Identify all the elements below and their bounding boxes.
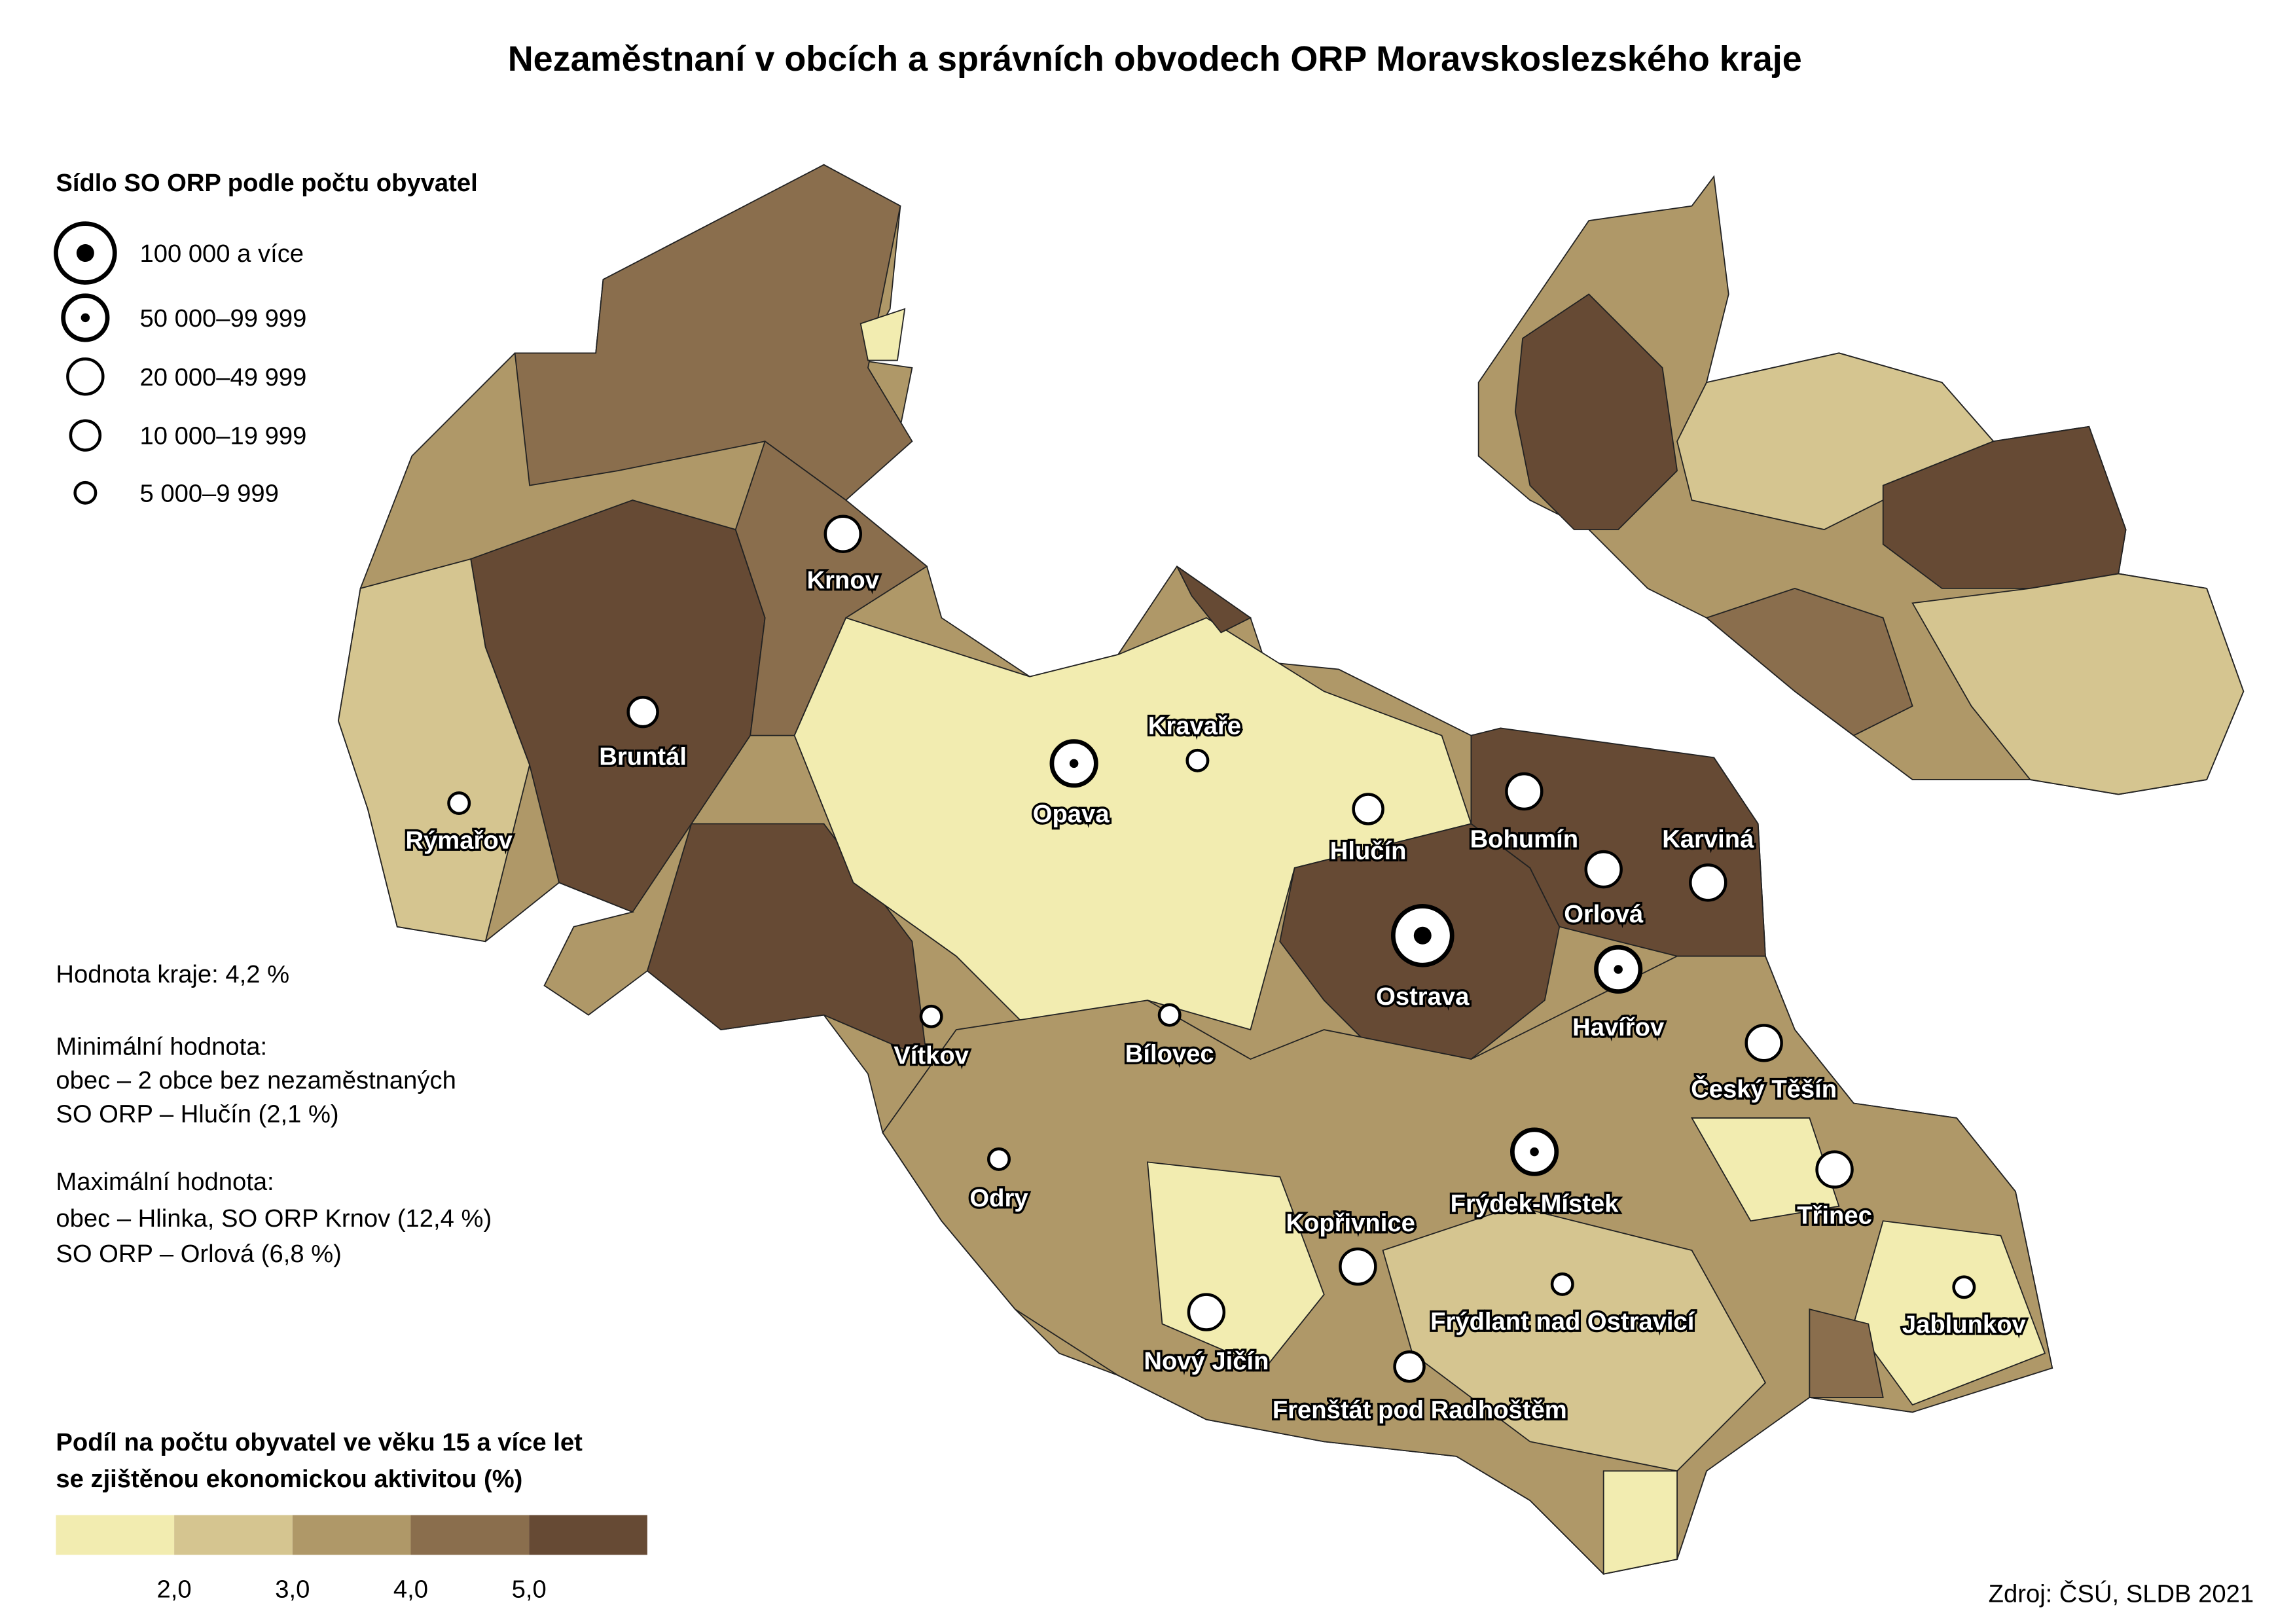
- region: [1911, 573, 2245, 795]
- city-symbol: [987, 1147, 1011, 1171]
- city-label: Jablunkov: [1902, 1310, 2027, 1339]
- city-label: Havířov: [1572, 1013, 1665, 1041]
- city-symbol-dot: [1614, 965, 1623, 974]
- city-symbol: [1339, 1247, 1377, 1286]
- legend-break: 4,0: [393, 1576, 428, 1604]
- city-label: Karviná: [1662, 825, 1754, 853]
- city-symbol: [1393, 1350, 1426, 1383]
- city-symbol: [447, 791, 471, 815]
- legend-label: 100 000 a více: [140, 240, 304, 268]
- city-label: Frýdlant nad Ostravicí: [1430, 1308, 1695, 1336]
- city-symbol: [1815, 1150, 1854, 1189]
- city-label: Bruntál: [599, 743, 687, 771]
- city-label: Frýdek-Místek: [1451, 1190, 1619, 1218]
- city-symbol: [1352, 793, 1384, 825]
- city-symbol: [1185, 748, 1210, 772]
- color-legend-title: se zjištěnou ekonomickou aktivitou (%): [56, 1465, 522, 1493]
- city-symbol: [1157, 1003, 1182, 1027]
- region: [1470, 727, 1766, 957]
- legend-symbol: [69, 419, 102, 452]
- min-line: SO ORP – Hlučín (2,1 %): [56, 1100, 338, 1128]
- region: [1602, 1470, 1678, 1575]
- city-label: Kopřivnice: [1286, 1209, 1415, 1237]
- region: [514, 164, 913, 501]
- region: [1176, 566, 1252, 634]
- region: [337, 558, 531, 943]
- region: [859, 308, 906, 361]
- min-title: Minimální hodnota:: [56, 1032, 267, 1060]
- legend-label: 50 000–99 999: [140, 304, 307, 333]
- city-label: Vítkov: [894, 1041, 969, 1070]
- legend-swatch: [410, 1515, 530, 1555]
- city-label: Kravaře: [1148, 712, 1241, 740]
- legends: Sídlo SO ORP podle počtu obyvatel Hodnot…: [54, 169, 2254, 1608]
- legend-symbol-dot: [76, 244, 94, 262]
- city-label: Rýmařov: [405, 827, 513, 855]
- city-symbol: [626, 695, 659, 729]
- city-label: Opava: [1033, 800, 1110, 828]
- city-label: Orlová: [1564, 900, 1644, 928]
- city-label: Třinec: [1797, 1202, 1872, 1230]
- title: Nezaměstnaní v obcích a správních obvode…: [508, 39, 1802, 79]
- legend-swatch: [529, 1515, 647, 1555]
- city-symbol-dot: [1530, 1147, 1539, 1157]
- legend-swatch: [174, 1515, 293, 1555]
- city-symbol: [1187, 1293, 1226, 1331]
- choropleth: [337, 164, 2245, 1575]
- city-label: Frenštát pod Radhoštěm: [1273, 1396, 1567, 1424]
- city-symbol: [1550, 1272, 1574, 1296]
- legend-swatch: [56, 1515, 175, 1555]
- city-label: Odry: [969, 1184, 1028, 1212]
- legend-label: 20 000–49 999: [140, 363, 307, 391]
- region: [1705, 587, 1913, 736]
- city-symbol: [1505, 772, 1544, 811]
- city-label: Ostrava: [1376, 983, 1470, 1011]
- max-line: obec – Hlinka, SO ORP Krnov (12,4 %): [56, 1204, 492, 1233]
- source: Zdroj: ČSÚ, SLDB 2021: [1989, 1579, 2254, 1608]
- legend-break: 2,0: [157, 1576, 192, 1604]
- legend-swatch: [292, 1515, 411, 1555]
- city-symbol: [1584, 850, 1623, 889]
- color-legend-title: Podíl na počtu obyvatel ve věku 15 a víc…: [56, 1428, 583, 1456]
- region-value: Hodnota kraje: 4,2 %: [56, 960, 289, 988]
- region: [1809, 1308, 1884, 1398]
- symbol-legend-title: Sídlo SO ORP podle počtu obyvatel: [56, 169, 477, 197]
- legend-symbol: [66, 357, 105, 396]
- city-label: Bílovec: [1125, 1040, 1214, 1068]
- min-line: obec – 2 obce bez nezaměstnaných: [56, 1066, 456, 1094]
- legend-break: 5,0: [512, 1576, 547, 1604]
- legend-symbol: [73, 480, 98, 505]
- city-symbol-dot: [1413, 926, 1432, 945]
- region: [1382, 1205, 1767, 1472]
- city-symbol: [1689, 863, 1727, 902]
- legend-label: 5 000–9 999: [140, 479, 279, 507]
- region: [1691, 1117, 1840, 1222]
- city-symbol: [1744, 1024, 1783, 1062]
- max-line: SO ORP – Orlová (6,8 %): [56, 1240, 341, 1268]
- city-symbol: [823, 514, 862, 553]
- city-symbol: [919, 1004, 943, 1028]
- legend-symbol-dot: [81, 313, 90, 323]
- city-label: Český Těšín: [1691, 1074, 1837, 1103]
- city-label: Hlučín: [1330, 837, 1407, 865]
- city-label: Bohumín: [1470, 825, 1578, 853]
- city-label: Krnov: [807, 566, 880, 594]
- region: [1852, 1220, 2046, 1406]
- city-label: Nový Jičín: [1144, 1347, 1269, 1375]
- city-symbol-dot: [1069, 759, 1079, 768]
- legend-label: 10 000–19 999: [140, 422, 307, 450]
- legend-break: 3,0: [275, 1576, 310, 1604]
- region: [1514, 293, 1678, 530]
- city-symbol: [1952, 1275, 1976, 1299]
- max-title: Maximální hodnota:: [56, 1168, 274, 1196]
